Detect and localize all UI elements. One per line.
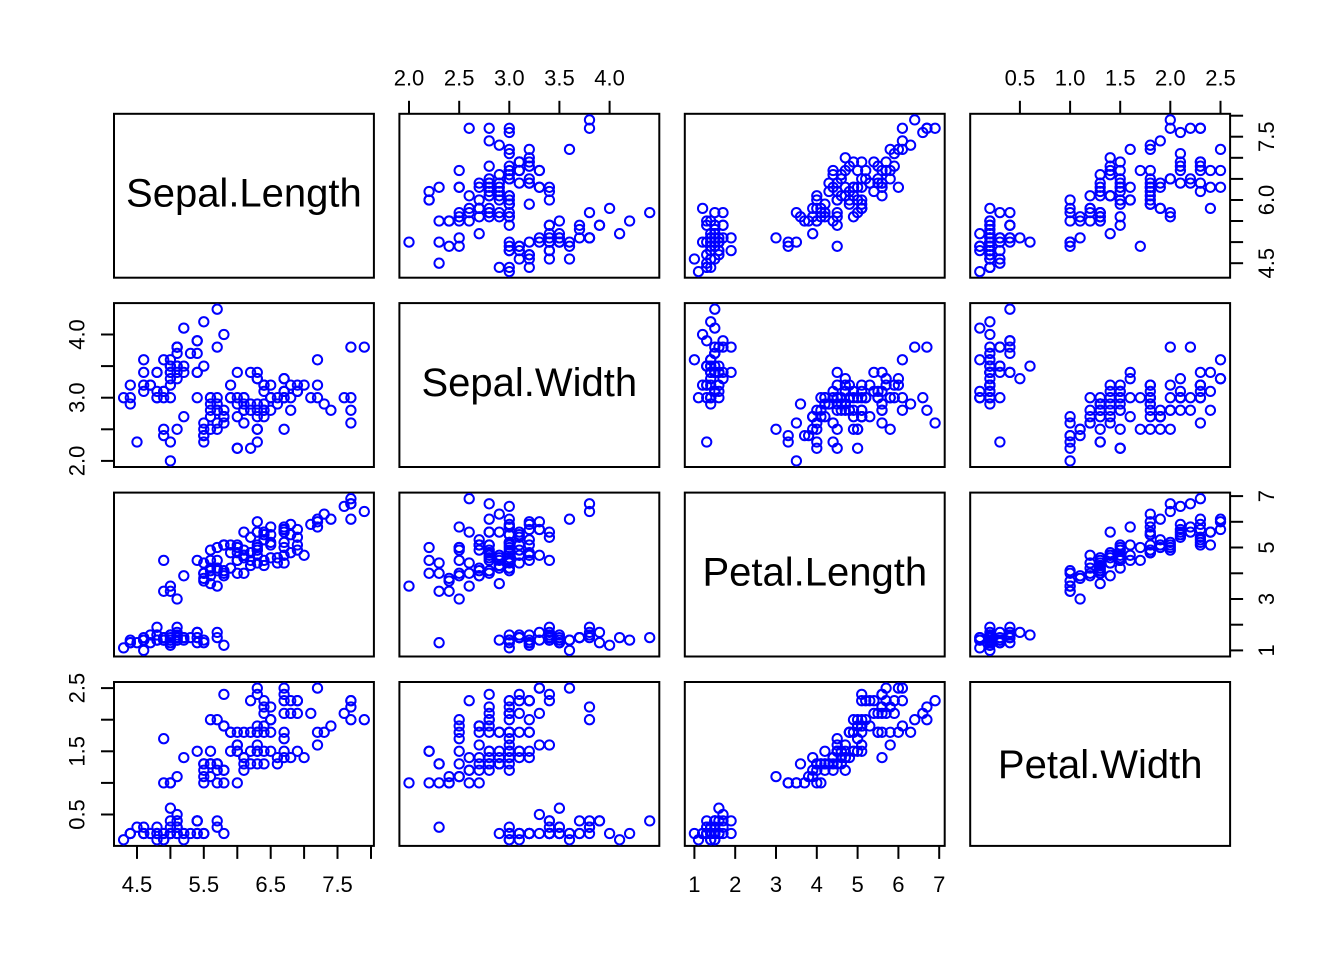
svg-text:4.5: 4.5 xyxy=(122,872,153,897)
svg-text:2.5: 2.5 xyxy=(1205,66,1236,91)
svg-text:6.5: 6.5 xyxy=(255,872,286,897)
svg-text:2: 2 xyxy=(729,872,741,897)
svg-text:4.0: 4.0 xyxy=(64,319,89,350)
svg-text:2.0: 2.0 xyxy=(64,446,89,477)
svg-text:5: 5 xyxy=(851,872,863,897)
svg-text:2.5: 2.5 xyxy=(64,673,89,704)
svg-text:7: 7 xyxy=(933,872,945,897)
svg-text:4: 4 xyxy=(811,872,823,897)
svg-text:2.0: 2.0 xyxy=(1155,66,1186,91)
svg-text:3.0: 3.0 xyxy=(494,66,525,91)
svg-text:Sepal.Width: Sepal.Width xyxy=(421,361,637,405)
svg-text:3: 3 xyxy=(770,872,782,897)
svg-text:4.0: 4.0 xyxy=(594,66,625,91)
svg-text:7.5: 7.5 xyxy=(1254,121,1279,152)
svg-text:0.5: 0.5 xyxy=(64,799,89,830)
svg-text:1.0: 1.0 xyxy=(1055,66,1086,91)
svg-text:5: 5 xyxy=(1254,541,1279,553)
svg-text:1: 1 xyxy=(1254,644,1279,656)
svg-text:5.5: 5.5 xyxy=(189,872,220,897)
svg-text:6: 6 xyxy=(892,872,904,897)
svg-text:7: 7 xyxy=(1254,490,1279,502)
svg-text:0.5: 0.5 xyxy=(1005,66,1036,91)
svg-text:Sepal.Length: Sepal.Length xyxy=(126,171,362,215)
svg-text:6.0: 6.0 xyxy=(1254,185,1279,216)
svg-text:2.5: 2.5 xyxy=(444,66,475,91)
svg-text:3.0: 3.0 xyxy=(64,382,89,413)
svg-text:7.5: 7.5 xyxy=(322,872,353,897)
svg-text:Petal.Length: Petal.Length xyxy=(702,550,927,594)
svg-text:1: 1 xyxy=(688,872,700,897)
svg-text:Petal.Width: Petal.Width xyxy=(998,743,1203,787)
svg-text:4.5: 4.5 xyxy=(1254,248,1279,279)
svg-text:2.0: 2.0 xyxy=(394,66,425,91)
svg-text:1.5: 1.5 xyxy=(64,736,89,767)
svg-text:3: 3 xyxy=(1254,593,1279,605)
svg-text:3.5: 3.5 xyxy=(544,66,575,91)
svg-text:1.5: 1.5 xyxy=(1105,66,1136,91)
